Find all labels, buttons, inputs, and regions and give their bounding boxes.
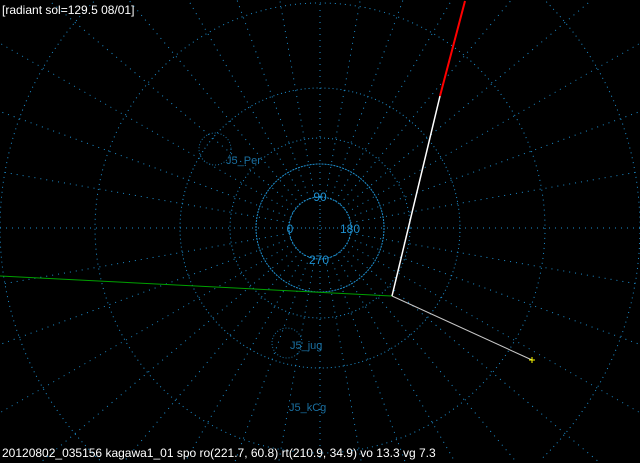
status-line: 20120802_035156 kagawa1_01 spo ro(221.7,… xyxy=(2,446,436,460)
angle-label-90: 90 xyxy=(313,190,327,204)
radiant-info: [radiant sol=129.5 08/01] xyxy=(2,3,135,17)
grid-spoke xyxy=(339,251,517,463)
meteor-trail xyxy=(391,95,441,297)
grid-spoke xyxy=(278,258,316,463)
grid-spoke xyxy=(123,251,301,463)
grid-spoke xyxy=(350,171,640,224)
grid-spoke xyxy=(0,171,290,224)
grid-spoke xyxy=(343,0,593,209)
grid-spoke xyxy=(343,247,600,463)
meteor-trail-extension xyxy=(439,0,466,97)
direction-line xyxy=(391,295,533,361)
angle-label-0: 0 xyxy=(287,222,294,236)
grid-spoke xyxy=(330,0,404,200)
grid-spoke xyxy=(187,0,305,202)
grid-spoke xyxy=(236,0,310,200)
grid-spoke xyxy=(330,256,406,463)
grid-spoke xyxy=(0,243,294,414)
grid-spoke xyxy=(335,254,456,463)
grid-spoke xyxy=(339,0,512,205)
grid-spoke xyxy=(324,258,362,463)
radiant-label-kcg: J5_kCg xyxy=(289,402,326,414)
grid-spoke xyxy=(348,111,640,218)
marker-cross xyxy=(529,357,535,363)
radiant-circle-per xyxy=(198,132,232,166)
radiant-label-per: J5_Per xyxy=(226,155,261,167)
angle-label-180: 180 xyxy=(340,222,360,236)
grid-spoke xyxy=(0,238,292,345)
horizon-line xyxy=(0,275,393,297)
grid-spoke xyxy=(47,0,297,209)
radiant-label-jug: J5_jug xyxy=(290,340,322,352)
grid-spoke xyxy=(0,42,294,213)
radiant-circle-jug xyxy=(271,327,303,359)
grid-ring xyxy=(94,2,546,454)
grid-spoke xyxy=(346,42,640,213)
grid-spoke xyxy=(0,232,290,285)
grid-spoke xyxy=(350,232,640,285)
grid-ring xyxy=(229,137,411,319)
angle-label-270: 270 xyxy=(309,253,329,267)
grid-spoke xyxy=(335,0,453,202)
grid-spoke xyxy=(346,243,640,414)
grid-ring xyxy=(255,163,385,293)
grid-spoke xyxy=(128,0,301,205)
